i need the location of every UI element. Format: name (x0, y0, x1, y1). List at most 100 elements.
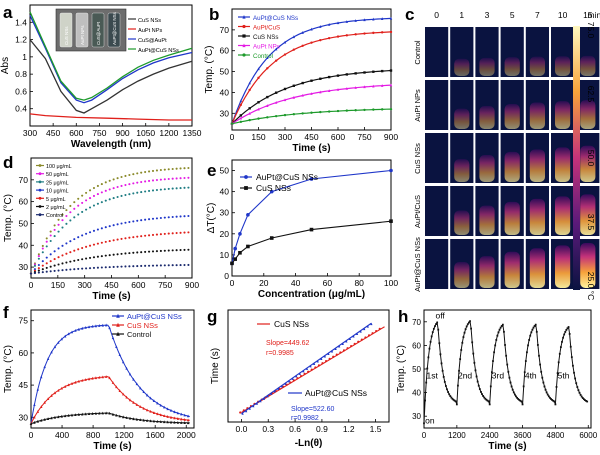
data-point (327, 110, 331, 113)
data-point (179, 177, 182, 180)
data-point (430, 335, 433, 338)
data-point (36, 419, 40, 423)
data-point (159, 216, 162, 220)
data-point (266, 56, 269, 60)
slope-annotation: Slope=522.60 (291, 406, 335, 413)
vial (107, 12, 121, 48)
data-point (367, 334, 371, 337)
data-point (345, 34, 349, 37)
data-point (148, 250, 151, 253)
data-point (274, 114, 278, 118)
data-point (274, 59, 278, 62)
data-point (85, 267, 88, 270)
thermal-plume (529, 56, 545, 76)
data-point (327, 22, 331, 26)
data-point (128, 173, 131, 177)
data-point (459, 358, 462, 361)
data-point (257, 67, 260, 71)
data-point (65, 268, 68, 271)
data-point (88, 206, 92, 209)
data-point (363, 32, 366, 35)
data-point (81, 201, 84, 204)
data-point (74, 413, 77, 417)
data-point (238, 251, 242, 255)
data-point (363, 85, 366, 89)
data-point (342, 349, 346, 352)
y-tick-label: 40 (19, 240, 29, 250)
data-point (81, 210, 84, 214)
data-point (104, 199, 107, 202)
data-point (517, 398, 520, 400)
y-tick-label: 0.4 (15, 104, 27, 114)
data-point (239, 116, 243, 120)
thermal-plume (454, 108, 470, 129)
vial (59, 12, 73, 48)
data-point (443, 380, 446, 383)
data-point (128, 416, 132, 420)
data-point (269, 189, 274, 194)
data-point (380, 17, 384, 20)
data-point (171, 249, 174, 252)
data-point (77, 327, 81, 331)
x-tick-label: 0 (230, 132, 235, 142)
data-point (584, 399, 586, 402)
data-point (115, 413, 118, 417)
data-point (553, 400, 556, 403)
data-point (104, 181, 107, 184)
data-point (518, 399, 521, 401)
data-point (175, 215, 178, 218)
data-point (69, 240, 72, 243)
data-point (167, 216, 170, 219)
data-point (536, 344, 539, 346)
data-point (92, 186, 96, 190)
data-point (37, 267, 40, 270)
data-point (578, 391, 581, 394)
data-point (53, 345, 57, 349)
data-point (186, 414, 190, 418)
data-point (57, 269, 60, 272)
data-point (128, 183, 131, 186)
data-point (319, 90, 322, 94)
data-point (167, 177, 170, 181)
time-label: 10 (558, 10, 568, 20)
data-point (115, 345, 118, 349)
data-point (73, 259, 76, 262)
data-point (169, 420, 173, 424)
data-point (296, 377, 299, 380)
data-point (46, 397, 50, 401)
data-point (85, 232, 88, 235)
data-point (94, 411, 98, 415)
data-point (309, 364, 312, 368)
data-point (288, 379, 291, 383)
data-point (512, 391, 515, 394)
x-tick-label: 300 (23, 128, 37, 138)
data-point (151, 250, 155, 253)
legend-marker (38, 205, 42, 208)
row-label: AuPt/CuS (413, 195, 422, 228)
data-point (37, 263, 40, 267)
data-point (81, 267, 84, 270)
data-point (187, 214, 190, 218)
data-point (163, 264, 166, 267)
data-point (441, 369, 444, 372)
thermal-plume (555, 101, 571, 129)
data-point (533, 325, 536, 327)
legend-label: 2 μg/mL (46, 205, 66, 211)
r-annotation: r=0.9982 (291, 415, 319, 422)
data-point (128, 372, 132, 376)
data-point (257, 117, 260, 120)
legend-label: CuS NSs (274, 319, 309, 329)
cycle-label: 3rd (492, 370, 505, 380)
data-point (132, 417, 135, 421)
data-point (100, 255, 103, 258)
data-point (140, 219, 143, 222)
data-point (372, 31, 375, 35)
data-point (136, 251, 139, 254)
y-axis-label: Abs (0, 57, 11, 74)
data-point (577, 389, 580, 392)
data-point (53, 391, 57, 395)
data-point (269, 236, 274, 240)
data-point (380, 31, 384, 34)
data-point (159, 249, 162, 253)
data-point (73, 216, 76, 219)
